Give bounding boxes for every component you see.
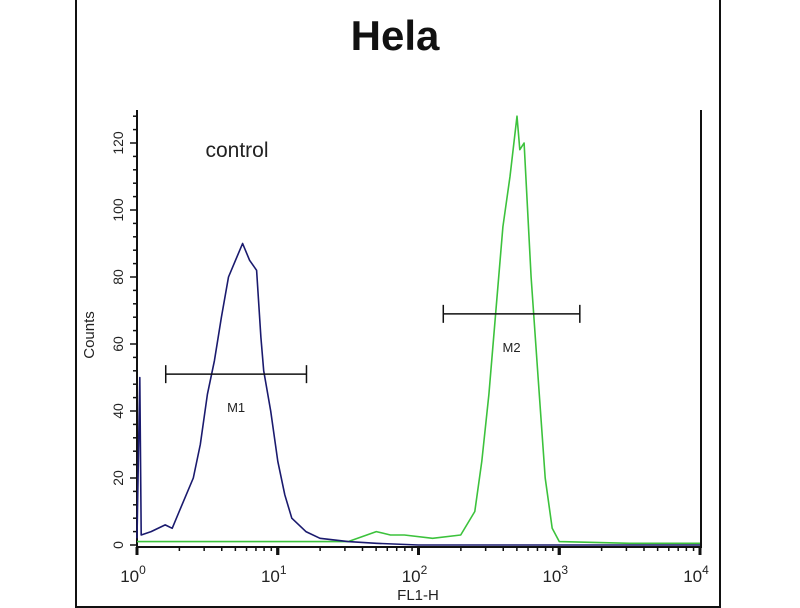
x-tick-label: 100: [120, 563, 146, 586]
y-axis-label: Counts: [81, 311, 98, 359]
y-tick-label: 60: [110, 336, 126, 352]
y-tick-label: 40: [110, 403, 126, 419]
control-annotation: control: [205, 139, 268, 162]
chart-title: Hela: [351, 12, 440, 59]
y-tick-label: 120: [110, 131, 126, 155]
marker-label: M2: [503, 340, 521, 355]
plot-axes: [136, 110, 702, 548]
x-tick-label: 103: [542, 563, 568, 586]
x-axis-label: FL1-H: [397, 587, 439, 600]
y-tick-label: 80: [110, 269, 126, 285]
y-tick-label: 0: [110, 541, 126, 549]
x-tick-label: 101: [261, 563, 287, 586]
marker-label: M1: [227, 400, 245, 415]
y-tick-label: 20: [110, 470, 126, 486]
series-control: [136, 242, 700, 546]
x-tick-label: 102: [402, 563, 428, 586]
y-tick-label: 100: [110, 198, 126, 222]
series-sample: [137, 115, 700, 545]
x-tick-label: 104: [683, 563, 709, 586]
